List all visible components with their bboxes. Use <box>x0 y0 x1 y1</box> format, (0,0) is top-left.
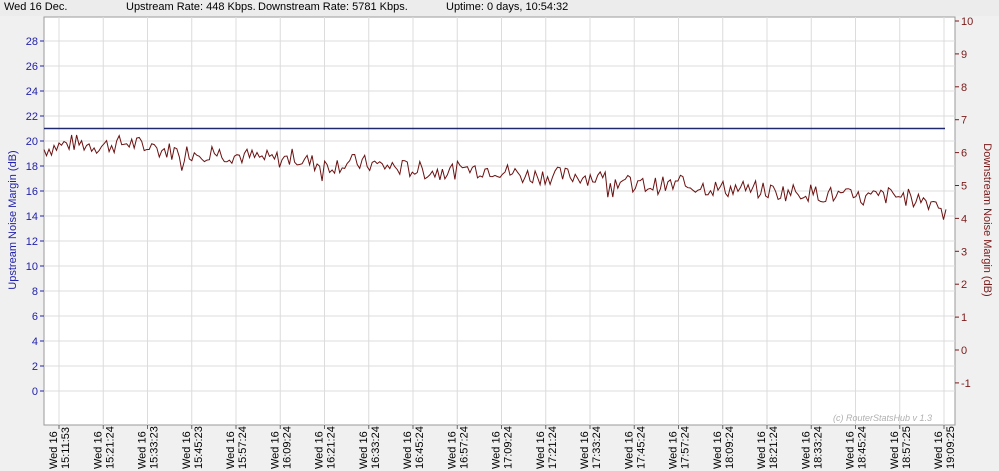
x-tick-time: 17:21:24 <box>547 426 559 469</box>
x-tick-day: Wed 16 <box>48 431 60 469</box>
x-tick-time: 17:09:24 <box>503 426 515 469</box>
x-tick-day: Wed 16 <box>314 431 326 469</box>
right-tick-label: 2 <box>961 279 967 291</box>
right-axis-label: Downstream Noise Margin (dB) <box>981 143 993 296</box>
x-tick-day: Wed 16 <box>623 431 635 469</box>
left-tick-label: 26 <box>26 61 38 73</box>
status-bar: Wed 16 Dec. Upstream Rate: 448 Kbps. Dow… <box>0 0 999 16</box>
right-tick-label: 1 <box>961 312 967 324</box>
x-tick-day: Wed 16 <box>269 431 281 469</box>
x-tick-time: 15:45:23 <box>193 426 205 469</box>
grid <box>44 17 955 425</box>
x-tick-day: Wed 16 <box>800 431 812 469</box>
x-axis: Wed 16 15:11:53 Wed 16 15:21:24 Wed 16 15:33:… <box>48 425 957 469</box>
left-axis-label: Upstream Noise Margin (dB) <box>7 150 19 289</box>
left-tick-label: 2 <box>32 361 38 373</box>
downstream-series-line <box>43 134 947 220</box>
x-tick-time: 16:09:24 <box>281 426 293 469</box>
x-tick-day: Wed 16 <box>845 431 857 469</box>
x-tick-day: Wed 16 <box>668 431 680 469</box>
x-tick-day: Wed 16 <box>491 431 503 469</box>
left-tick-label: 18 <box>26 161 38 173</box>
date-label: Wed 16 Dec. <box>4 1 68 13</box>
left-tick-label: 22 <box>26 111 38 123</box>
x-tick-day: Wed 16 <box>933 431 945 469</box>
x-tick-time: 16:45:24 <box>414 426 426 469</box>
right-tick-label: 3 <box>961 246 967 258</box>
x-tick-day: Wed 16 <box>712 431 724 469</box>
x-tick-time: 18:09:24 <box>724 426 736 469</box>
x-tick-time: 18:57:25 <box>901 426 913 469</box>
x-tick-time: 18:21:24 <box>768 426 780 469</box>
x-tick-day: Wed 16 <box>446 431 458 469</box>
x-tick-time: 15:57:24 <box>237 426 249 469</box>
left-tick-label: 10 <box>26 261 38 273</box>
x-tick-time: 19:09:25 <box>945 426 957 469</box>
left-tick-label: 24 <box>26 86 38 98</box>
left-tick-label: 28 <box>26 36 38 48</box>
left-tick-label: 4 <box>32 336 38 348</box>
right-tick-label: 8 <box>961 82 967 94</box>
left-tick-label: 16 <box>26 186 38 198</box>
x-tick-time: 16:21:24 <box>326 426 338 469</box>
right-tick-label: 5 <box>961 181 967 193</box>
x-tick-day: Wed 16 <box>756 431 768 469</box>
x-tick-time: 15:21:24 <box>104 426 116 469</box>
watermark: (c) RouterStatsHub v 1.3 <box>833 413 932 423</box>
left-tick-label: 0 <box>32 386 38 398</box>
left-tick-label: 8 <box>32 286 38 298</box>
right-axis: -1 0 1 2 3 4 5 6 7 8 9 10 <box>955 16 973 390</box>
right-tick-label: 4 <box>961 213 967 225</box>
x-tick-day: Wed 16 <box>579 431 591 469</box>
left-tick-label: 12 <box>26 236 38 248</box>
right-tick-label: 10 <box>961 16 973 28</box>
upstream-rate: Upstream Rate: 448 Kbps. <box>126 1 256 13</box>
x-tick-day: Wed 16 <box>225 431 237 469</box>
x-tick-time: 17:57:24 <box>680 426 692 469</box>
x-tick-day: Wed 16 <box>889 431 901 469</box>
right-tick-label: 6 <box>961 148 967 160</box>
uptime: Uptime: 0 days, 10:54:32 <box>446 1 569 13</box>
x-tick-day: Wed 16 <box>358 431 370 469</box>
x-tick-day: Wed 16 <box>181 431 193 469</box>
x-tick-time: 17:45:24 <box>635 426 647 469</box>
x-tick-time: 16:33:24 <box>370 426 382 469</box>
x-tick-day: Wed 16 <box>535 431 547 469</box>
x-tick-day: Wed 16 <box>137 431 149 469</box>
right-tick-label: -1 <box>961 378 971 390</box>
plot-area <box>43 16 956 426</box>
downstream-rate: Downstream Rate: 5781 Kbps. <box>258 1 408 13</box>
x-tick-time: 18:33:24 <box>812 426 824 469</box>
x-tick-time: 15:11:53 <box>60 427 72 469</box>
x-tick-day: Wed 16 <box>92 431 104 469</box>
x-tick-time: 15:33:23 <box>149 426 161 469</box>
x-tick-time: 16:57:24 <box>458 426 470 469</box>
left-tick-label: 20 <box>26 136 38 148</box>
left-tick-label: 6 <box>32 311 38 323</box>
right-tick-label: 9 <box>961 49 967 61</box>
right-tick-label: 0 <box>961 345 967 357</box>
x-tick-time: 17:33:24 <box>591 426 603 469</box>
x-tick-day: Wed 16 <box>402 431 414 469</box>
left-tick-label: 14 <box>26 211 38 223</box>
right-tick-label: 7 <box>961 115 967 127</box>
x-tick-time: 18:45:24 <box>857 426 869 469</box>
